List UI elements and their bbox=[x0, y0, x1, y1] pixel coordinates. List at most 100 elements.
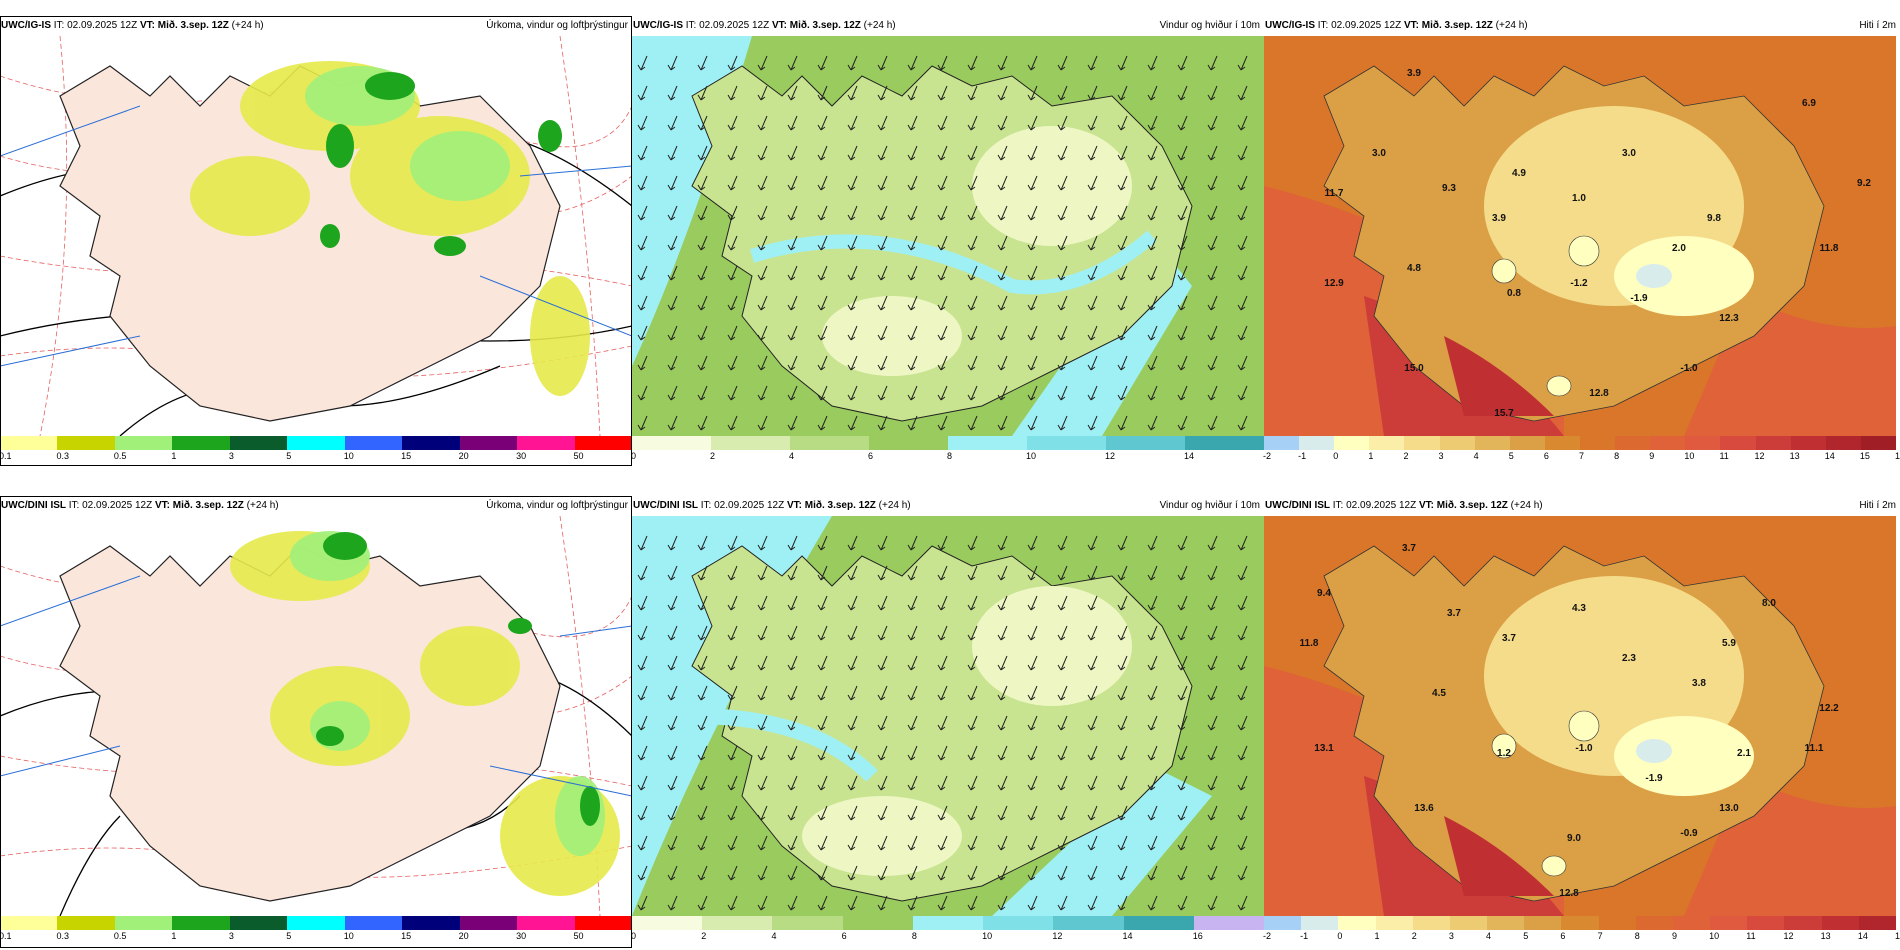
wind-arrow bbox=[937, 745, 948, 761]
temperature-label: -0.9 bbox=[1680, 828, 1698, 839]
colorbar-segment bbox=[402, 436, 460, 450]
wind-arrow bbox=[1177, 415, 1188, 431]
valid-prefix: VT: bbox=[1418, 500, 1434, 511]
lead-time: (+24 h) bbox=[246, 500, 279, 511]
wind-arrow bbox=[1207, 865, 1218, 881]
wind-arrow bbox=[1057, 355, 1068, 371]
wind-arrow bbox=[787, 805, 798, 821]
wind-arrow bbox=[997, 415, 1008, 431]
temperature-label: 13.6 bbox=[1414, 803, 1434, 814]
wind-arrow bbox=[1207, 565, 1218, 581]
colorbar-tick-label: 0 bbox=[1333, 451, 1339, 461]
wind-arrow bbox=[757, 895, 768, 911]
temperature-label: -1.2 bbox=[1570, 278, 1588, 289]
wind-arrow bbox=[787, 625, 798, 641]
wind-arrow bbox=[1087, 625, 1098, 641]
wind-arrow bbox=[727, 205, 738, 221]
temperature-label: 3.8 bbox=[1692, 678, 1706, 689]
wind-arrow bbox=[877, 265, 888, 281]
colorbar-segment bbox=[402, 916, 460, 930]
colorbar-tick-label: 0 bbox=[631, 451, 637, 461]
wind-arrow bbox=[1117, 775, 1128, 791]
wind-arrow bbox=[727, 175, 738, 191]
colorbar-segment bbox=[1439, 436, 1475, 450]
colorbar-tick-label: 0.5 bbox=[113, 451, 127, 461]
wind-arrow bbox=[907, 595, 918, 611]
wind-arrow bbox=[937, 805, 948, 821]
wind-arrow bbox=[847, 265, 858, 281]
wind-arrow bbox=[1237, 355, 1248, 371]
valid-time: Mið. 3.sep. 12Z bbox=[804, 500, 876, 511]
wind-arrow bbox=[1147, 535, 1158, 551]
colorbar-segment bbox=[1264, 436, 1300, 450]
colorbar-tick-label: 12 bbox=[1783, 931, 1794, 941]
wind-arrow bbox=[667, 355, 678, 371]
wind-arrow bbox=[877, 85, 888, 101]
wind-arrow bbox=[1177, 655, 1188, 671]
wind-arrow bbox=[817, 775, 828, 791]
colorbar-segment bbox=[1264, 916, 1302, 930]
wind-arrow bbox=[877, 835, 888, 851]
wind-arrow bbox=[847, 745, 858, 761]
model-name: UWC/DINI ISL bbox=[633, 500, 698, 511]
precip-map-svg bbox=[0, 36, 632, 436]
temp-panel-row2: UWC/DINI ISL IT: 02.09.2025 12Z VT: Mið.… bbox=[1263, 496, 1900, 948]
wind-arrow bbox=[907, 385, 918, 401]
wind-arrow bbox=[667, 565, 678, 581]
wind-arrow bbox=[1147, 85, 1158, 101]
wind-arrow bbox=[967, 565, 978, 581]
wind-arrow bbox=[757, 415, 768, 431]
wind-arrow bbox=[847, 85, 858, 101]
wind-arrow bbox=[1117, 295, 1128, 311]
wind-arrow bbox=[817, 145, 828, 161]
wind-arrow bbox=[847, 625, 858, 641]
wind-arrow bbox=[1207, 895, 1218, 911]
wind-arrow bbox=[967, 625, 978, 641]
temperature-label: 4.5 bbox=[1432, 688, 1446, 699]
wind-arrow bbox=[1057, 175, 1068, 191]
wind-arrow bbox=[1087, 655, 1098, 671]
wind-arrow bbox=[847, 235, 858, 251]
wind-arrow bbox=[667, 145, 678, 161]
temperature-label: 12.8 bbox=[1589, 388, 1609, 399]
lead-time: (+24 h) bbox=[1495, 20, 1528, 31]
wind-arrow bbox=[907, 325, 918, 341]
wind-arrow bbox=[787, 235, 798, 251]
wind-arrow bbox=[967, 895, 978, 911]
wind-arrow bbox=[937, 115, 948, 131]
temp-map: 3.9 6.9 3.0 4.9 3.0 11.7 9.3 1.0 9.2 3.9 9.8 2.0 11.… bbox=[1264, 36, 1896, 436]
wind-arrow bbox=[1207, 835, 1218, 851]
wind-arrow bbox=[967, 145, 978, 161]
wind-arrow bbox=[967, 325, 978, 341]
wind-arrow bbox=[787, 85, 798, 101]
colorbar-segment bbox=[1615, 436, 1651, 450]
wind-arrow bbox=[757, 805, 768, 821]
wind-arrow bbox=[637, 565, 648, 581]
wind-arrow bbox=[697, 55, 708, 71]
wind-arrow bbox=[1057, 55, 1068, 71]
wind-arrow bbox=[1147, 235, 1158, 251]
wind-arrow bbox=[1177, 745, 1188, 761]
colorbar-tick-label: 16 bbox=[1895, 451, 1900, 461]
colorbar-tick-label: 30 bbox=[516, 931, 527, 941]
wind-arrow bbox=[1027, 745, 1038, 761]
wind-arrow bbox=[697, 385, 708, 401]
wind-arrow bbox=[1117, 865, 1128, 881]
colorbar-segment bbox=[0, 916, 58, 930]
wind-arrow bbox=[967, 835, 978, 851]
wind-arrow bbox=[757, 865, 768, 881]
wind-arrow bbox=[1087, 415, 1098, 431]
wind-arrow bbox=[637, 715, 648, 731]
wind-arrow bbox=[757, 145, 768, 161]
temp-map-svg: 3.7 9.4 3.7 4.3 8.0 11.8 3.7 2.3 5.9 3.8 4.5 12.2 13… bbox=[1264, 516, 1896, 916]
lead-time: (+24 h) bbox=[1510, 500, 1543, 511]
wind-arrow bbox=[817, 205, 828, 221]
wind-arrow bbox=[967, 745, 978, 761]
wind-arrow bbox=[667, 265, 678, 281]
colorbar-segment bbox=[344, 916, 403, 930]
precip-colorbar bbox=[0, 916, 632, 930]
wind-arrow bbox=[967, 115, 978, 131]
wind-arrow bbox=[1147, 355, 1158, 371]
wind-arrow bbox=[1087, 325, 1098, 341]
wind-arrow bbox=[1147, 175, 1158, 191]
